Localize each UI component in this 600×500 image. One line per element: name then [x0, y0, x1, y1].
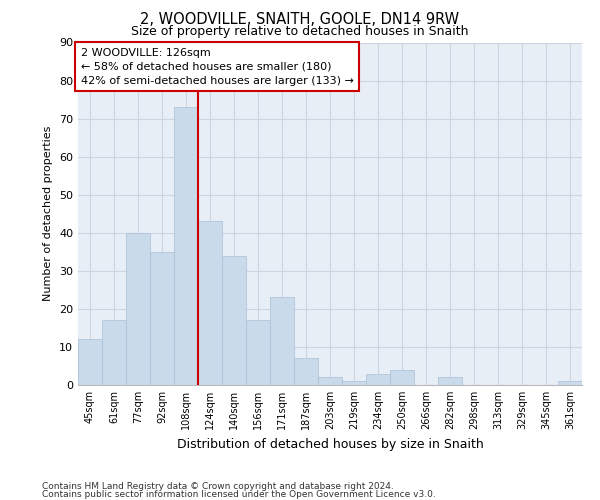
X-axis label: Distribution of detached houses by size in Snaith: Distribution of detached houses by size …: [176, 438, 484, 450]
Text: Size of property relative to detached houses in Snaith: Size of property relative to detached ho…: [131, 25, 469, 38]
Bar: [438, 378, 462, 385]
Bar: [222, 256, 246, 385]
Text: Contains public sector information licensed under the Open Government Licence v3: Contains public sector information licen…: [42, 490, 436, 499]
Bar: [102, 320, 126, 385]
Bar: [270, 298, 294, 385]
Bar: [318, 378, 342, 385]
Bar: [558, 381, 582, 385]
Bar: [78, 340, 102, 385]
Bar: [126, 233, 150, 385]
Text: 2 WOODVILLE: 126sqm
← 58% of detached houses are smaller (180)
42% of semi-detac: 2 WOODVILLE: 126sqm ← 58% of detached ho…: [80, 48, 353, 86]
Bar: [294, 358, 318, 385]
Bar: [342, 381, 366, 385]
Bar: [174, 107, 198, 385]
Bar: [366, 374, 390, 385]
Bar: [150, 252, 174, 385]
Bar: [390, 370, 414, 385]
Bar: [246, 320, 270, 385]
Text: Contains HM Land Registry data © Crown copyright and database right 2024.: Contains HM Land Registry data © Crown c…: [42, 482, 394, 491]
Y-axis label: Number of detached properties: Number of detached properties: [43, 126, 53, 302]
Text: 2, WOODVILLE, SNAITH, GOOLE, DN14 9RW: 2, WOODVILLE, SNAITH, GOOLE, DN14 9RW: [140, 12, 460, 28]
Bar: [198, 222, 222, 385]
